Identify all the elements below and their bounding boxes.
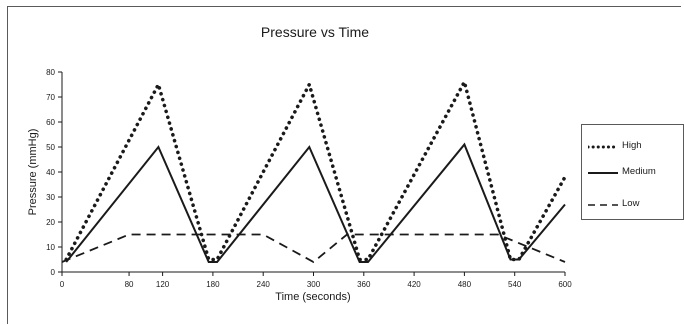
chart-title: Pressure vs Time [261, 24, 369, 40]
y-tick-label: 20 [46, 218, 55, 227]
y-tick-label: 30 [46, 193, 55, 202]
x-tick-label: 420 [407, 280, 421, 289]
legend-item-medium: Medium [582, 163, 683, 183]
series-line-low [61, 233, 566, 264]
legend-label-low: Low [622, 198, 640, 209]
series-line-high [64, 77, 567, 262]
y-axis-label: Pressure (mmHg) [27, 129, 39, 216]
legend-swatch-dashed [588, 204, 618, 206]
x-tick-label: 240 [257, 280, 271, 289]
x-axis-ticks: 0 80 120 180 240 300 360 420 480 540 600 [60, 272, 572, 289]
x-axis-label: Time (seconds) [275, 291, 350, 303]
y-tick-label: 10 [46, 243, 55, 252]
y-tick-label: 0 [51, 268, 56, 277]
legend-item-high: High [582, 137, 683, 157]
x-tick-label: 300 [307, 280, 321, 289]
y-axis-ticks: 0 10 20 30 40 50 60 70 80 [46, 68, 62, 277]
x-tick-label: 360 [357, 280, 371, 289]
x-tick-label: 0 [60, 280, 65, 289]
y-tick-label: 50 [46, 143, 55, 152]
chart-frame [7, 6, 681, 324]
legend-item-low: Low [582, 195, 683, 215]
y-tick-label: 60 [46, 118, 55, 127]
x-tick-label: 480 [458, 280, 472, 289]
x-tick-label: 540 [508, 280, 522, 289]
x-tick-label: 120 [156, 280, 170, 289]
series-layer [61, 77, 567, 264]
y-tick-label: 40 [46, 168, 55, 177]
legend-label-high: High [622, 140, 642, 151]
y-tick-label: 80 [46, 68, 55, 77]
x-tick-label: 180 [206, 280, 220, 289]
legend-swatch-dotted [588, 145, 620, 149]
x-tick-label: 600 [558, 280, 572, 289]
x-tick-label: 80 [125, 280, 134, 289]
legend-label-medium: Medium [622, 166, 656, 177]
legend: High Medium Low [581, 124, 684, 220]
y-tick-label: 70 [46, 93, 55, 102]
legend-swatch-solid [588, 172, 618, 174]
series-line-medium [65, 142, 566, 263]
